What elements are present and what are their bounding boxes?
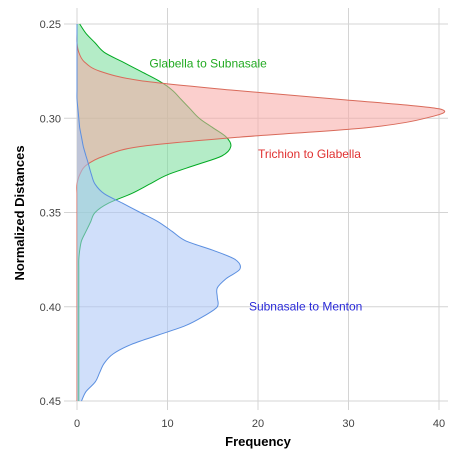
y-tick-label: 0.30 [40, 113, 61, 125]
x-axis-title: Frequency [225, 434, 292, 449]
y-tick-label: 0.25 [40, 19, 61, 31]
density-area-series-2 [76, 24, 241, 401]
x-tick-label: 0 [74, 418, 80, 430]
x-tick-label: 10 [161, 418, 173, 430]
y-axis-title: Normalized Distances [12, 145, 27, 280]
x-tick-label: 40 [433, 418, 445, 430]
density-line-series-2 [76, 23, 241, 402]
y-tick-label: 0.45 [40, 396, 61, 408]
density-area-series-1 [76, 24, 445, 401]
annotation-layer: Glabella to Subnasale Trichion to Glabell… [149, 56, 362, 313]
annotation-subnasale-menton: Subnasale to Menton [249, 300, 362, 314]
tick-labels: 0 10 20 30 40 0.25 0.30 0.35 0.40 0.45 [40, 19, 446, 430]
y-tick-label: 0.40 [40, 302, 61, 314]
y-tick-label: 0.35 [40, 208, 61, 220]
series-layer [76, 23, 446, 402]
x-tick-label: 30 [342, 418, 354, 430]
x-tick-label: 20 [252, 418, 264, 430]
annotation-trichion-glabella: Trichion to Glabella [258, 147, 361, 161]
annotation-glabella-subnasale: Glabella to Subnasale [149, 56, 267, 70]
